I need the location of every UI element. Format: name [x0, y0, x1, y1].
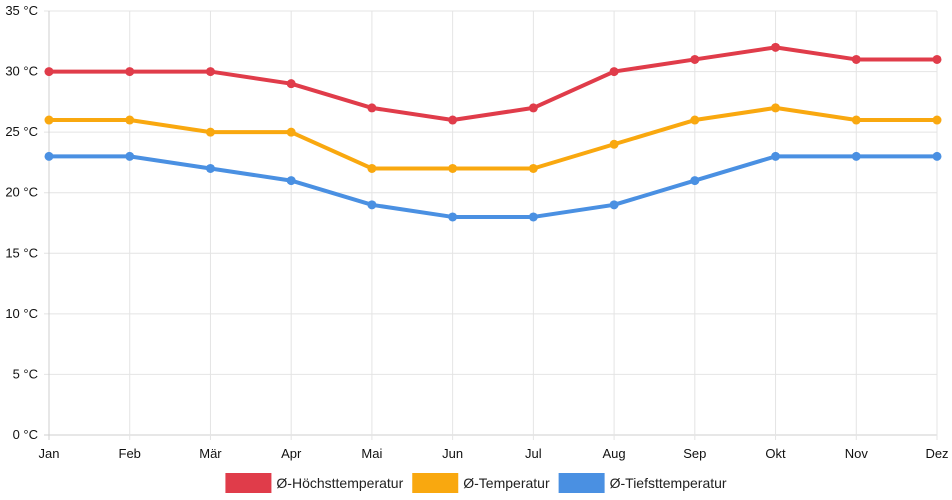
x-tick-label: Feb [119, 446, 141, 461]
data-point[interactable] [286, 79, 296, 89]
chart-series [44, 42, 942, 222]
data-point[interactable] [367, 163, 377, 173]
legend-label: Ø-Höchsttemperatur [276, 475, 403, 491]
data-point[interactable] [932, 151, 942, 161]
chart-legend[interactable]: Ø-Höchsttemperatur Ø-Temperatur Ø-Tiefstte… [225, 473, 727, 493]
legend-item[interactable]: Ø-Höchsttemperatur [225, 473, 404, 493]
data-point[interactable] [690, 176, 700, 186]
x-tick-label: Dez [925, 446, 948, 461]
data-point[interactable] [286, 127, 296, 137]
data-point[interactable] [771, 151, 781, 161]
data-point[interactable] [44, 115, 54, 125]
data-point[interactable] [771, 103, 781, 113]
data-point[interactable] [690, 115, 700, 125]
data-point[interactable] [125, 151, 135, 161]
data-point[interactable] [367, 200, 377, 210]
data-point[interactable] [528, 103, 538, 113]
chart-grid [44, 10, 938, 440]
data-point[interactable] [932, 54, 942, 64]
data-point[interactable] [367, 103, 377, 113]
data-point[interactable] [609, 200, 619, 210]
legend-label: Ø-Temperatur [463, 475, 550, 491]
data-point[interactable] [286, 176, 296, 186]
data-point[interactable] [609, 139, 619, 149]
data-point[interactable] [125, 67, 135, 77]
data-point[interactable] [44, 151, 54, 161]
x-tick-label: Mär [199, 446, 222, 461]
y-tick-label: 35 °C [5, 3, 38, 18]
y-tick-label: 30 °C [5, 64, 38, 79]
data-point[interactable] [448, 163, 458, 173]
x-tick-label: Aug [603, 446, 626, 461]
x-tick-label: Jan [39, 446, 60, 461]
x-tick-label: Apr [281, 446, 302, 461]
data-point[interactable] [528, 163, 538, 173]
x-tick-label: Sep [683, 446, 706, 461]
x-tick-label: Jun [442, 446, 463, 461]
x-tick-label: Jul [525, 446, 542, 461]
data-point[interactable] [205, 127, 215, 137]
series-group [44, 151, 942, 222]
x-tick-label: Mai [361, 446, 382, 461]
data-point[interactable] [448, 212, 458, 222]
legend-swatch [412, 473, 459, 493]
data-point[interactable] [690, 54, 700, 64]
series-group [44, 103, 942, 173]
series-group [44, 42, 942, 125]
legend-label: Ø-Tiefsttemperatur [610, 475, 727, 491]
data-point[interactable] [851, 115, 861, 125]
data-point[interactable] [448, 115, 458, 125]
legend-swatch [225, 473, 272, 493]
data-point[interactable] [125, 115, 135, 125]
legend-item[interactable]: Ø-Temperatur [412, 473, 550, 493]
y-tick-label: 25 °C [5, 124, 38, 139]
series-line [47, 105, 939, 171]
y-tick-label: 20 °C [5, 185, 38, 200]
x-axis-ticks: Jan Feb Mär Apr Mai Jun Jul Aug Sep Okt Nov Dez [39, 446, 949, 461]
data-point[interactable] [44, 67, 54, 77]
data-point[interactable] [205, 163, 215, 173]
data-point[interactable] [851, 151, 861, 161]
x-tick-label: Okt [765, 446, 786, 461]
y-tick-label: 0 °C [13, 427, 38, 442]
data-point[interactable] [851, 54, 861, 64]
y-tick-label: 15 °C [5, 245, 38, 260]
data-point[interactable] [932, 115, 942, 125]
legend-swatch [558, 473, 605, 493]
x-tick-label: Nov [845, 446, 869, 461]
y-axis-ticks: 0 °C 5 °C 10 °C 15 °C 20 °C 25 °C 30 °C 35 °C [5, 3, 38, 442]
data-point[interactable] [205, 67, 215, 77]
y-tick-label: 5 °C [13, 366, 38, 381]
data-point[interactable] [771, 42, 781, 52]
series-line [47, 45, 939, 123]
y-tick-label: 10 °C [5, 306, 38, 321]
data-point[interactable] [609, 67, 619, 77]
data-point[interactable] [528, 212, 538, 222]
legend-item[interactable]: Ø-Tiefsttemperatur [558, 473, 727, 493]
series-line [47, 154, 939, 219]
